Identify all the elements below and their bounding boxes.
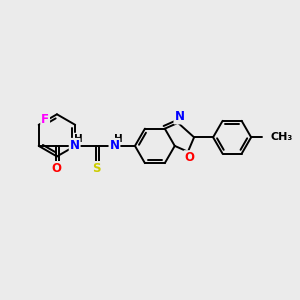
Text: S: S [92, 162, 100, 175]
Text: CH₃: CH₃ [271, 132, 293, 142]
Text: F: F [41, 113, 49, 126]
Text: H: H [74, 134, 82, 144]
Text: O: O [51, 162, 61, 175]
Text: H: H [114, 134, 122, 144]
Text: N: N [174, 110, 184, 124]
Text: O: O [184, 151, 194, 164]
Text: N: N [70, 139, 80, 152]
Text: N: N [110, 139, 119, 152]
